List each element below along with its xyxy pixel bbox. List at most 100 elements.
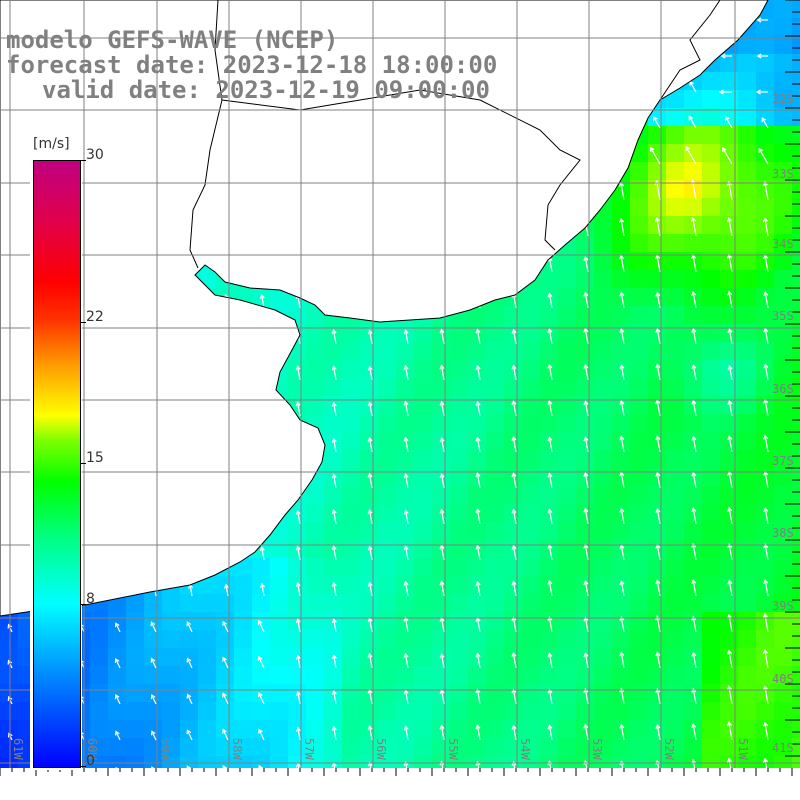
wind-cell (468, 486, 486, 504)
wind-cell (540, 612, 558, 630)
wind-cell (468, 594, 486, 612)
wind-cell (450, 702, 468, 720)
wind-cell (288, 378, 306, 396)
wind-cell (504, 594, 522, 612)
wind-cell (576, 270, 594, 288)
wind-cell (792, 468, 800, 486)
wind-arrow (439, 364, 445, 381)
wind-arrow (511, 580, 517, 597)
wind-cell (630, 558, 648, 576)
lon-label: 51W (736, 738, 750, 760)
wind-cell (720, 612, 738, 630)
wind-arrow (403, 473, 409, 489)
wind-cell (540, 702, 558, 720)
wind-cell (792, 756, 800, 774)
wind-arrow (727, 290, 733, 309)
wind-arrow (756, 17, 768, 23)
wind-cell (180, 720, 198, 738)
wind-cell (594, 720, 612, 738)
wind-arrow (259, 582, 265, 597)
wind-cell (540, 414, 558, 432)
wind-cell (648, 234, 666, 252)
wind-arrow (331, 365, 337, 381)
wind-cell (378, 558, 396, 576)
wind-arrow (547, 724, 553, 741)
wind-cell (702, 162, 720, 180)
wind-cell (504, 666, 522, 684)
wind-cell (198, 666, 216, 684)
wind-cell (468, 540, 486, 558)
wind-cell (468, 648, 486, 666)
wind-cell (738, 702, 756, 720)
wind-cell (396, 612, 414, 630)
wind-arrow (295, 726, 301, 741)
wind-cell (306, 720, 324, 738)
wind-cell (234, 612, 252, 630)
wind-cell (360, 558, 378, 576)
wind-cell (666, 648, 684, 666)
wind-cell (540, 432, 558, 450)
wind-cell (666, 576, 684, 594)
wind-cell (612, 630, 630, 648)
wind-cell (378, 504, 396, 522)
wind-cell (234, 666, 252, 684)
wind-arrow (403, 652, 409, 669)
wind-cell (162, 702, 180, 720)
wind-cell (756, 306, 774, 324)
wind-arrow (547, 363, 553, 381)
wind-arrow (619, 723, 625, 741)
wind-cell (648, 594, 666, 612)
wind-cell (522, 702, 540, 720)
wind-arrow (583, 507, 589, 525)
wind-cell (360, 468, 378, 486)
wind-cell (666, 558, 684, 576)
wind-cell (684, 234, 702, 252)
wind-cell (738, 594, 756, 612)
wind-cell (792, 360, 800, 378)
wind-cell (432, 720, 450, 738)
wind-cell (252, 738, 270, 756)
wind-cell (558, 342, 576, 360)
wind-cell (666, 540, 684, 558)
wind-cell (180, 702, 198, 720)
wind-cell (630, 684, 648, 702)
wind-cell (648, 342, 666, 360)
wind-cell (486, 630, 504, 648)
wind-cell (720, 288, 738, 306)
wind-cell (774, 126, 792, 144)
wind-arrow (331, 544, 337, 561)
wind-cell (450, 324, 468, 342)
wind-cell (342, 558, 360, 576)
wind-cell (702, 738, 720, 756)
wind-cell (450, 558, 468, 576)
wind-cell (630, 216, 648, 234)
wind-cell (342, 594, 360, 612)
wind-cell (432, 396, 450, 414)
wind-arrow (222, 620, 229, 633)
wind-cell (648, 684, 666, 702)
wind-cell (576, 414, 594, 432)
wind-cell (630, 522, 648, 540)
wind-cell (522, 522, 540, 540)
wind-cell (144, 684, 162, 702)
wind-cell (684, 396, 702, 414)
wind-cell (756, 630, 774, 648)
wind-cell (792, 576, 800, 594)
wind-arrow (511, 688, 517, 705)
wind-cell (594, 342, 612, 360)
wind-arrow (403, 725, 409, 741)
wind-cell (378, 522, 396, 540)
colorbar-label: 15 (86, 450, 104, 466)
wind-cell (684, 306, 702, 324)
wind-arrow (655, 723, 661, 741)
wind-cell (774, 72, 792, 90)
wind-cell (504, 468, 522, 486)
wind-cell (774, 378, 792, 396)
wind-cell (558, 468, 576, 486)
wind-cell (576, 504, 594, 522)
wind-cell (612, 738, 630, 756)
wind-cell (684, 288, 702, 306)
wind-cell (756, 126, 774, 144)
wind-cell (594, 504, 612, 522)
wind-arrow (691, 399, 697, 417)
